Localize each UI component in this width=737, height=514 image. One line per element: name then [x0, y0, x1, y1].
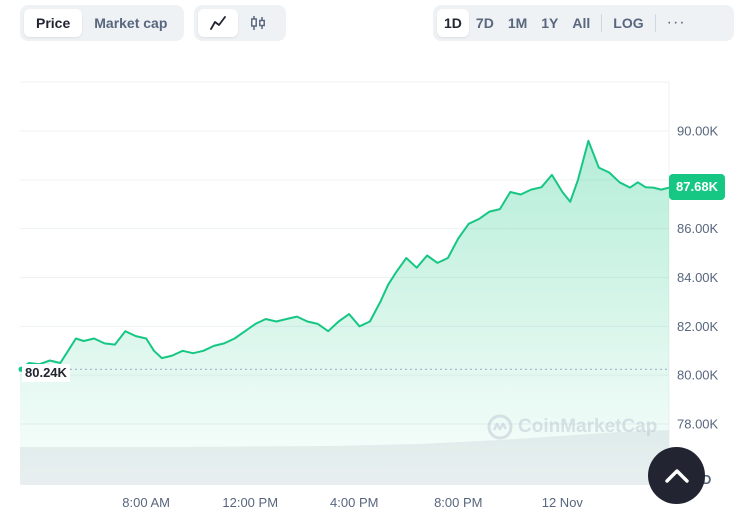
price-line [19, 139, 670, 370]
toolbar-divider [601, 14, 603, 32]
price-tab[interactable]: Price [24, 9, 83, 37]
price-area-fill [20, 140, 669, 486]
x-tick-label: 8:00 AM [122, 495, 170, 510]
line-chart-button[interactable] [198, 9, 238, 37]
range-7d-button[interactable]: 7D [475, 15, 494, 31]
current-price-badge: 87.68K [669, 174, 725, 200]
time-range-selector: 1D 7D 1M 1Y All LOG ··· [433, 5, 734, 41]
range-all-button[interactable]: All [572, 15, 591, 31]
y-tick-label: 90.00K [677, 124, 719, 139]
coinmarketcap-watermark: CoinMarketCap [487, 414, 657, 440]
x-tick-label: 12:00 PM [222, 495, 278, 510]
x-tick-label: 8:00 PM [434, 495, 482, 510]
candlestick-chart-button[interactable] [238, 9, 278, 37]
x-tick-label: 12 Nov [542, 495, 584, 510]
more-options-button[interactable]: ··· [666, 14, 686, 31]
price-marketcap-toggle: Price Market cap [20, 5, 184, 41]
range-1d-button[interactable]: 1D [437, 9, 469, 37]
scroll-to-top-button[interactable] [648, 447, 705, 504]
watermark-text: CoinMarketCap [518, 416, 658, 437]
x-axis: 8:00 AM 12:00 PM 4:00 PM 8:00 PM 12 Nov [122, 495, 583, 510]
y-tick-label: 84.00K [677, 270, 719, 285]
y-axis: 90.00K88.00K86.00K84.00K82.00K80.00K78.0… [677, 124, 719, 432]
open-price-label: 80.24K [22, 364, 70, 382]
line-chart-icon [210, 16, 226, 30]
range-1y-button[interactable]: 1Y [541, 15, 559, 31]
y-tick-label: 82.00K [677, 319, 719, 334]
y-tick-label: 78.00K [677, 417, 719, 432]
chart-type-toggle [194, 5, 286, 41]
x-tick-label: 4:00 PM [330, 495, 378, 510]
log-scale-button[interactable]: LOG [613, 15, 644, 31]
coinmarketcap-logo-icon [487, 414, 513, 440]
y-tick-label: 80.00K [677, 368, 719, 383]
market-cap-tab[interactable]: Market cap [94, 15, 168, 31]
y-tick-label: 86.00K [677, 221, 719, 236]
candlestick-chart-icon [251, 16, 265, 30]
range-1m-button[interactable]: 1M [507, 15, 528, 31]
toolbar-divider [654, 14, 656, 32]
chevron-up-icon [664, 468, 689, 483]
